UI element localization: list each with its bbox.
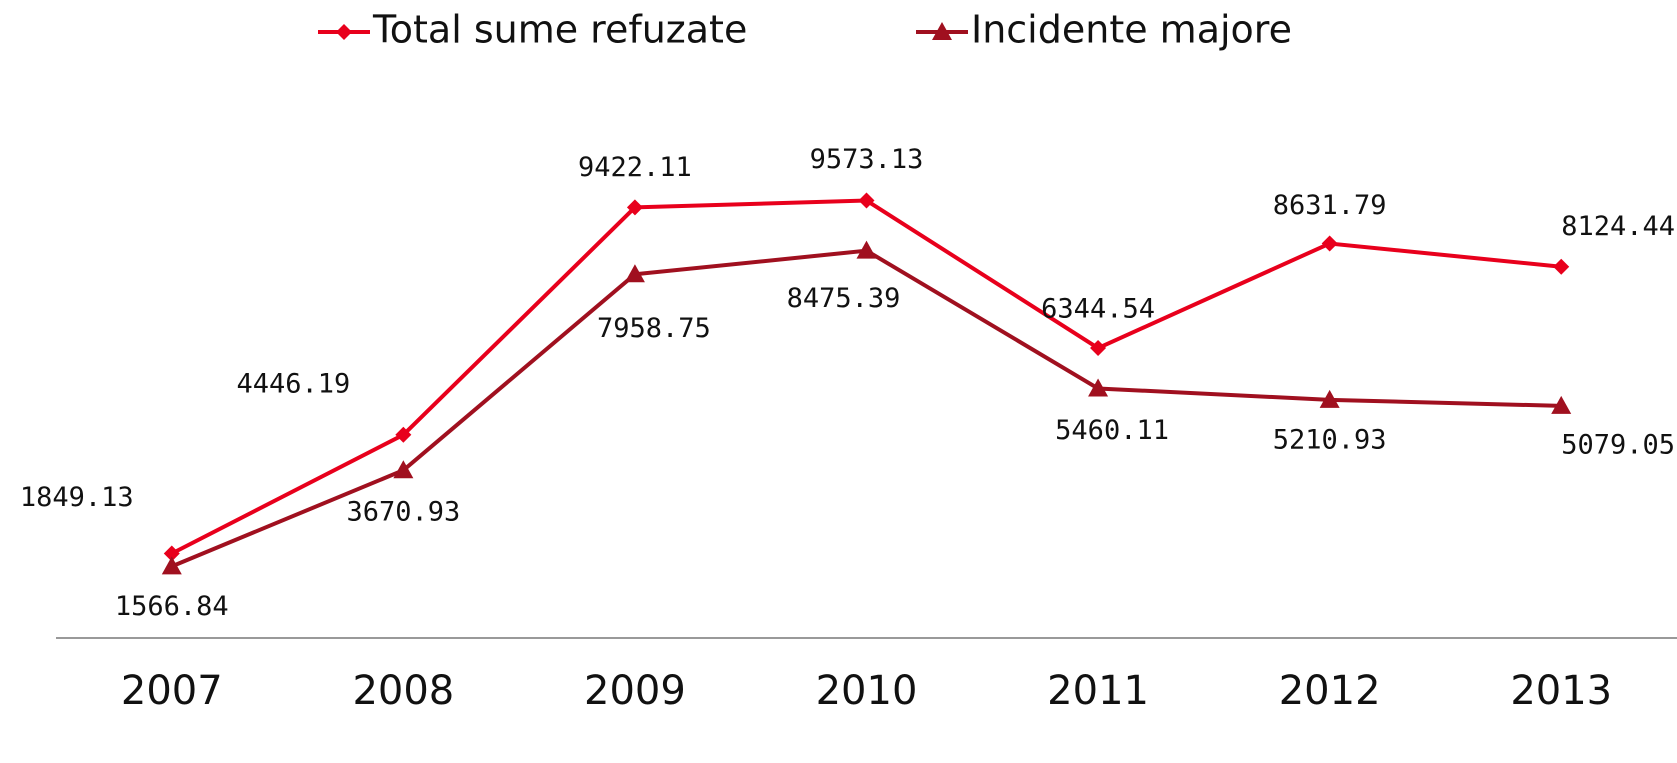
legend-label: Incidente majore: [971, 8, 1292, 52]
marker: [1319, 389, 1340, 408]
data-label: 8124.44: [1561, 211, 1675, 242]
marker: [624, 264, 645, 283]
x-tick-label: 2011: [1047, 668, 1149, 714]
marker: [393, 460, 414, 479]
x-tick-label: 2013: [1510, 668, 1612, 714]
data-label: 9422.11: [578, 152, 692, 183]
marker: [1551, 395, 1572, 414]
marker: [1090, 340, 1107, 357]
data-label: 4446.19: [236, 368, 350, 399]
data-label: 3670.93: [346, 497, 460, 528]
data-label: 8631.79: [1273, 190, 1387, 221]
marker: [626, 199, 643, 216]
marker: [858, 192, 875, 209]
marker: [1553, 258, 1570, 275]
data-label: 5460.11: [1055, 415, 1169, 446]
data-label: 5210.93: [1273, 424, 1387, 455]
x-tick-label: 2012: [1279, 668, 1381, 714]
marker: [163, 545, 180, 562]
marker: [856, 240, 877, 259]
x-tick-label: 2008: [352, 668, 454, 714]
marker: [1321, 235, 1338, 252]
x-tick-label: 2009: [584, 668, 686, 714]
data-label: 8475.39: [787, 283, 901, 314]
marker: [161, 556, 182, 575]
data-label: 9573.13: [810, 144, 924, 175]
data-label: 7958.75: [597, 313, 711, 344]
marker: [1088, 378, 1109, 397]
data-label: 1566.84: [115, 591, 229, 622]
data-label: 5079.05: [1561, 429, 1675, 460]
marker: [395, 426, 412, 443]
data-label: 6344.54: [1041, 294, 1155, 325]
legend-marker: [336, 24, 352, 40]
x-tick-label: 2007: [121, 668, 223, 714]
data-label: 1849.13: [20, 482, 134, 513]
legend-marker: [932, 22, 952, 40]
x-tick-label: 2010: [816, 668, 918, 714]
legend-label: Total sume refuzate: [372, 8, 747, 52]
